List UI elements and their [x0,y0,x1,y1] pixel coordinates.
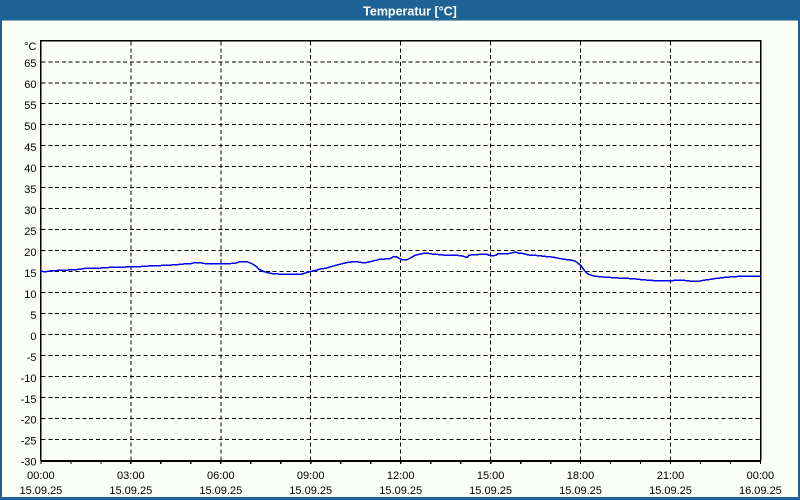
svg-text:00:00: 00:00 [27,470,55,482]
svg-text:09:00: 09:00 [297,470,325,482]
svg-text:15.09.25: 15.09.25 [289,485,332,497]
svg-text:-15: -15 [21,394,37,406]
svg-text:Temperatur [°C]: Temperatur [°C] [363,4,457,18]
svg-text:-10: -10 [21,373,37,385]
svg-text:25: 25 [24,226,36,238]
svg-text:0: 0 [30,331,36,343]
svg-text:15.09.25: 15.09.25 [559,485,602,497]
svg-text:20: 20 [24,247,36,259]
svg-text:-5: -5 [27,352,37,364]
svg-text:55: 55 [24,100,36,112]
svg-text:15.09.25: 15.09.25 [109,485,152,497]
svg-text:15.09.25: 15.09.25 [199,485,242,497]
svg-text:5: 5 [30,310,36,322]
svg-text:50: 50 [24,121,36,133]
svg-text:12:00: 12:00 [387,470,415,482]
svg-text:15: 15 [24,268,36,280]
svg-text:15.09.25: 15.09.25 [379,485,422,497]
svg-text:60: 60 [24,79,36,91]
svg-text:-25: -25 [21,436,37,448]
svg-text:-20: -20 [21,415,37,427]
svg-text:40: 40 [24,163,36,175]
svg-text:06:00: 06:00 [207,470,235,482]
svg-text:15.09.25: 15.09.25 [469,485,512,497]
svg-text:35: 35 [24,184,36,196]
svg-text:18:00: 18:00 [567,470,595,482]
svg-text:15.09.25: 15.09.25 [649,485,692,497]
svg-text:-30: -30 [21,457,37,469]
svg-text:15:00: 15:00 [477,470,505,482]
svg-text:21:00: 21:00 [657,470,685,482]
svg-text:45: 45 [24,142,36,154]
svg-text:65: 65 [24,58,36,70]
svg-text:10: 10 [24,289,36,301]
svg-text:30: 30 [24,205,36,217]
svg-text:16.09.25: 16.09.25 [739,485,782,497]
svg-text:03:00: 03:00 [117,470,145,482]
svg-text:00:00: 00:00 [747,470,775,482]
svg-text:°C: °C [24,41,36,53]
svg-text:15.09.25: 15.09.25 [19,485,62,497]
